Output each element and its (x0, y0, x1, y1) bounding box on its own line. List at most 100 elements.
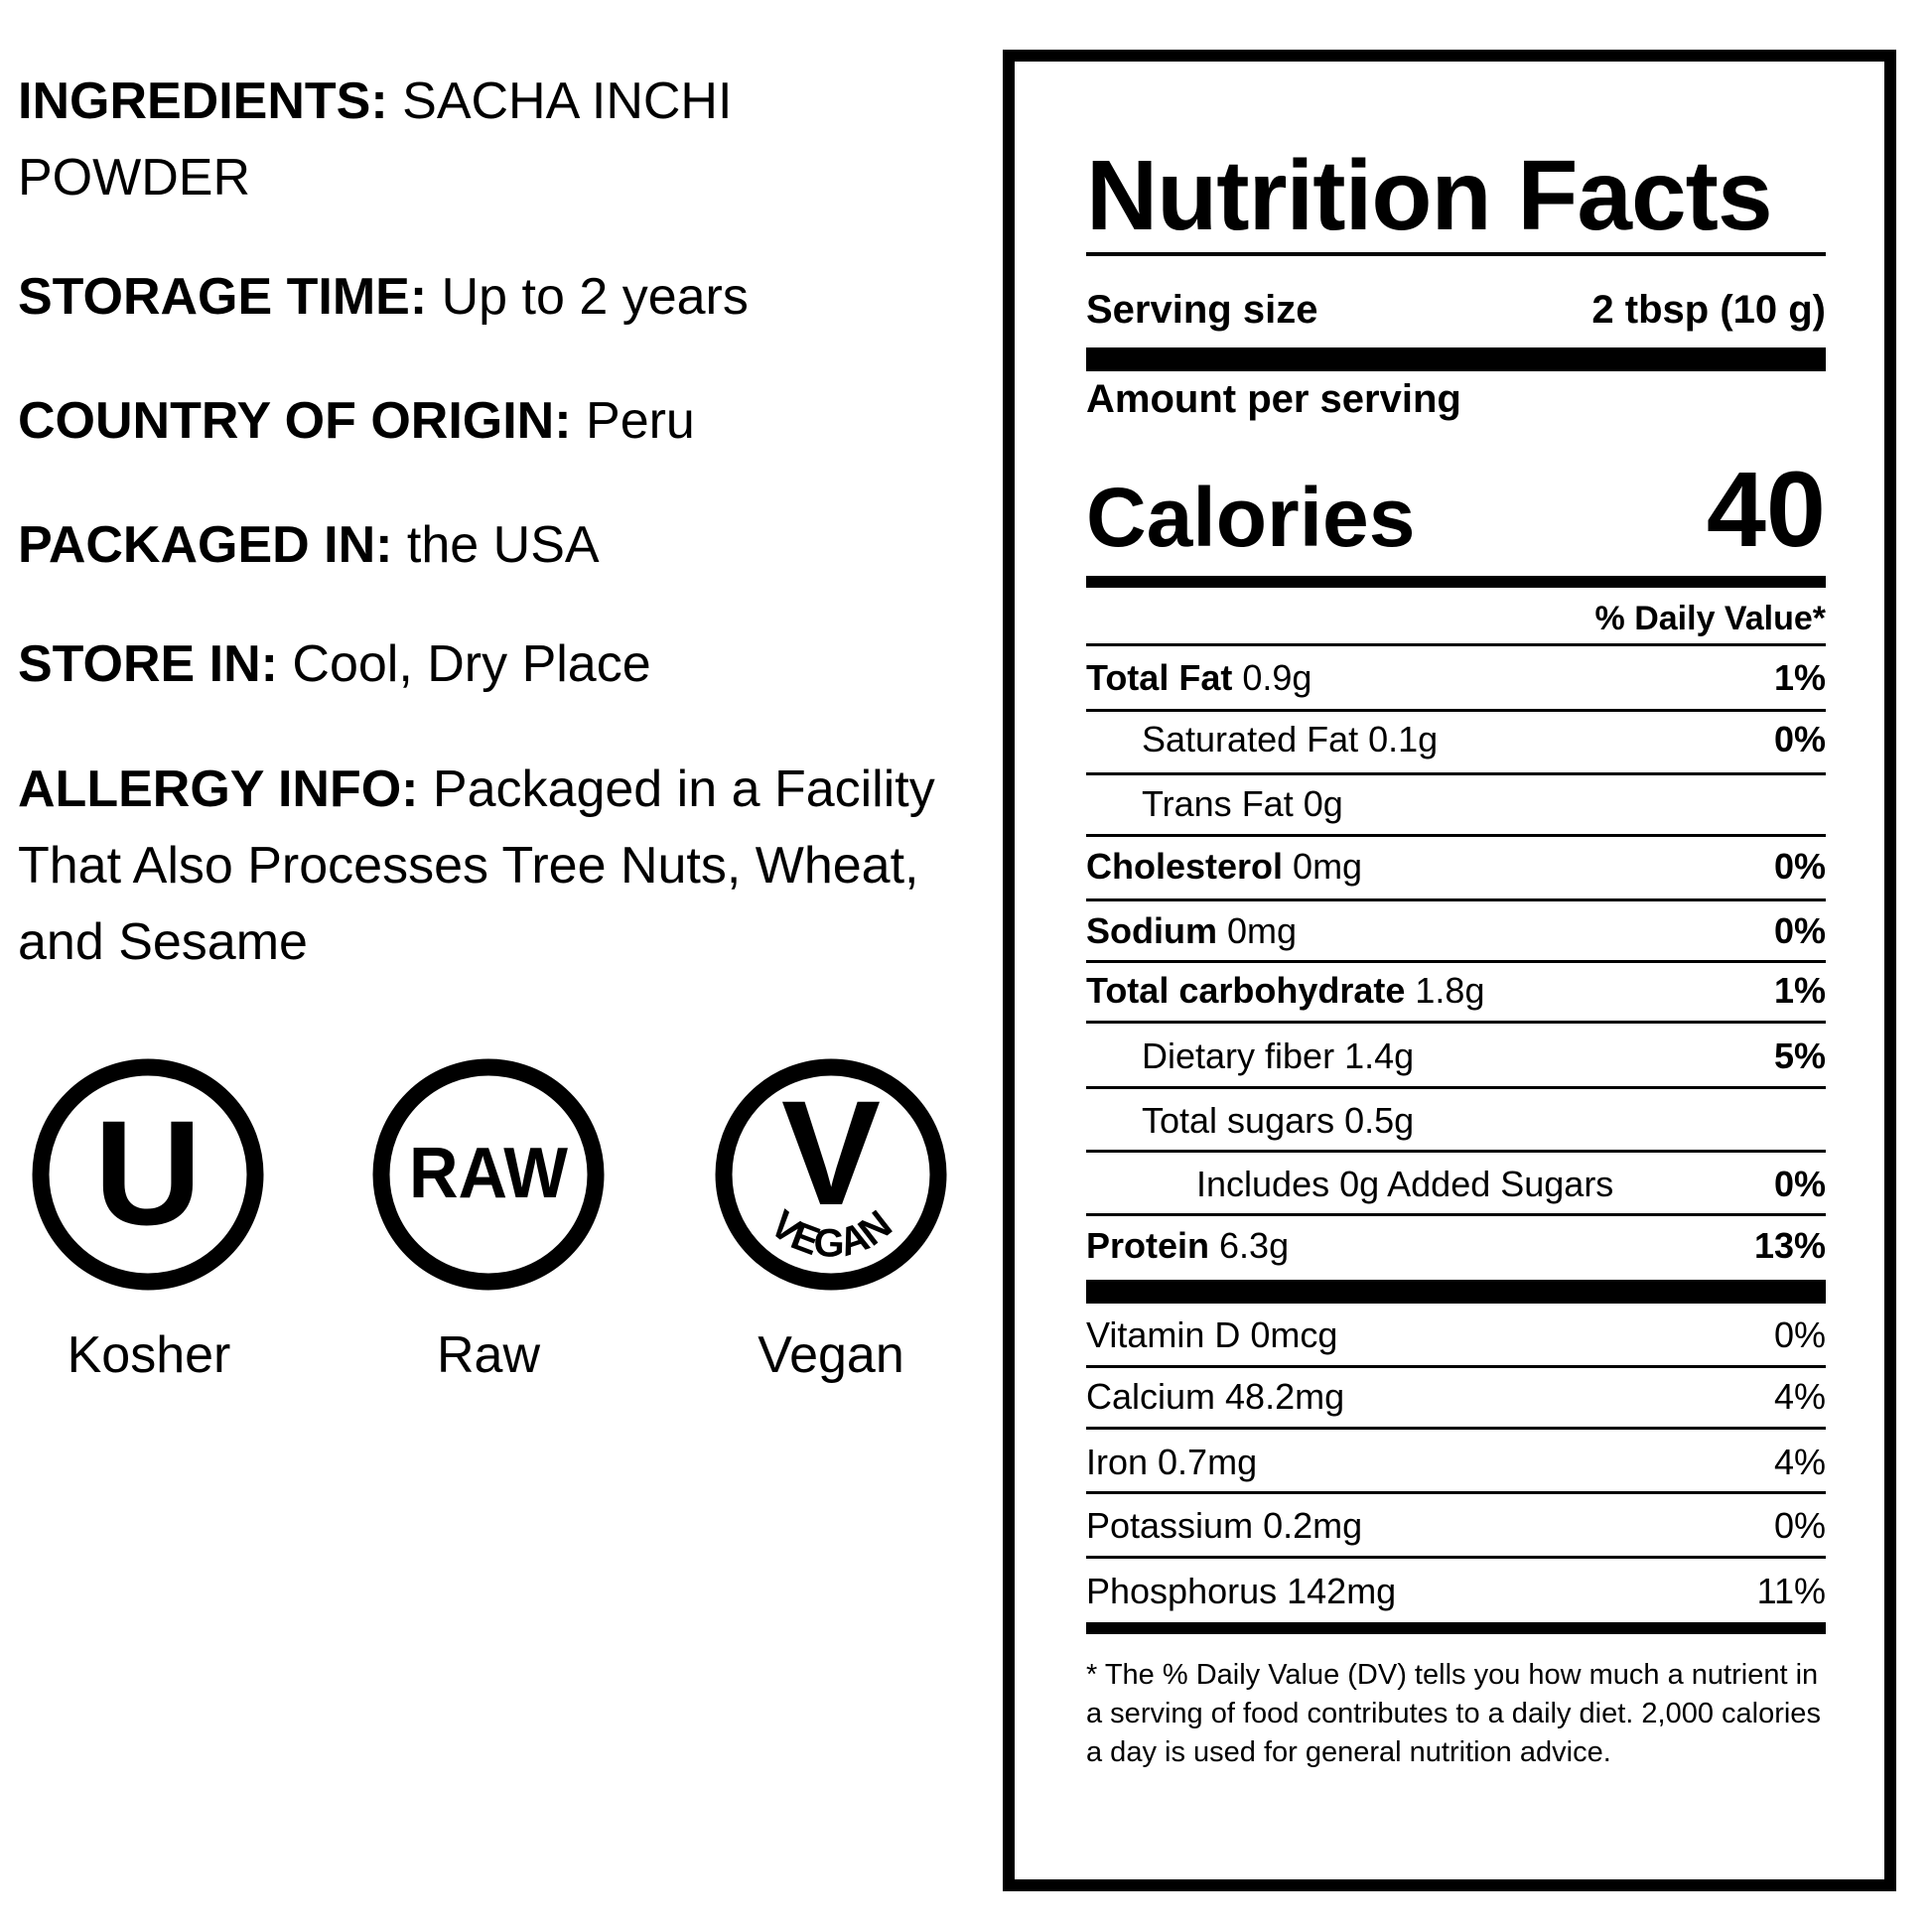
storage-value: Up to 2 years (427, 268, 749, 326)
serving-size-row: Serving size 2 tbsp (10 g) (1086, 288, 1826, 333)
nutrient-dv: 1% (1773, 970, 1826, 1011)
storage-line: STORAGE TIME: Up to 2 years (18, 259, 749, 336)
rule-thin (1086, 772, 1826, 775)
nutrient-name: Dietary fiber 1.4g (1142, 1035, 1415, 1076)
rule-thick (1086, 1280, 1826, 1304)
nutrient-row-dietary-fiber: Dietary fiber 1.4g 5% (1086, 1035, 1826, 1077)
store-label: STORE IN: (18, 635, 278, 693)
rule-thin (1086, 643, 1826, 646)
nutrient-name: Includes 0g Added Sugars (1196, 1164, 1614, 1204)
rule-thin (1086, 1086, 1826, 1089)
vitamin-name: Vitamin D 0mcg (1086, 1314, 1338, 1355)
nutrient-name: Total sugars 0.5g (1142, 1100, 1415, 1141)
origin-line: COUNTRY OF ORIGIN: Peru (18, 383, 695, 460)
calories-value: 40 (1706, 449, 1826, 569)
allergy-value: Packaged in a Facility That Also Process… (18, 760, 935, 971)
nutrient-name: Total Fat (1086, 657, 1233, 698)
origin-label: COUNTRY OF ORIGIN: (18, 392, 572, 450)
nutrition-facts-panel: Nutrition Facts Serving size 2 tbsp (10 … (1003, 50, 1896, 1891)
nutrient-dv: 0% (1773, 846, 1826, 887)
rule-thin (1086, 1021, 1826, 1024)
raw-symbol: RAW (409, 1134, 568, 1213)
packaged-label: PACKAGED IN: (18, 516, 393, 574)
storage-label: STORAGE TIME: (18, 268, 428, 326)
vitamin-dv: 0% (1773, 1505, 1826, 1546)
vitamin-dv: 4% (1773, 1442, 1826, 1482)
allergy-line: ALLERGY INFO: Packaged in a Facility Tha… (18, 752, 991, 981)
ingredients-label: INGREDIENTS: (18, 72, 388, 130)
rule-medium (1086, 576, 1826, 588)
rule-medium (1086, 1622, 1826, 1634)
nutrient-amount: 1.8g (1405, 970, 1485, 1011)
rule-thin (1086, 1427, 1826, 1430)
rule-thin (1086, 960, 1826, 963)
nutrient-dv: 0% (1773, 910, 1826, 951)
amount-per-serving-row: Amount per serving (1086, 377, 1826, 422)
kosher-label: Kosher (67, 1326, 231, 1384)
vitamin-name: Iron 0.7mg (1086, 1442, 1258, 1482)
packaged-value: the USA (392, 516, 600, 574)
vitamin-row-calcium: Calcium 48.2mg 4% (1086, 1376, 1826, 1418)
packaged-line: PACKAGED IN: the USA (18, 507, 600, 584)
nutrient-row-total-carbohydrate: Total carbohydrate 1.8g 1% (1086, 970, 1826, 1012)
nutrient-row-cholesterol: Cholesterol 0mg 0% (1086, 846, 1826, 888)
rule-thin (1086, 1556, 1826, 1559)
store-line: STORE IN: Cool, Dry Place (18, 626, 651, 703)
nutrient-name: Protein (1086, 1225, 1210, 1266)
daily-value-footnote: * The % Daily Value (DV) tells you how m… (1086, 1659, 1821, 1768)
vitamin-dv: 4% (1773, 1376, 1826, 1417)
raw-icon: RAW (372, 1058, 605, 1291)
vitamin-name: Phosphorus 142mg (1086, 1571, 1397, 1611)
rule-thin (1086, 1491, 1826, 1494)
nutrient-dv: 0% (1773, 719, 1826, 759)
nutrient-name: Total carbohydrate (1086, 970, 1406, 1011)
nutrient-dv: 13% (1753, 1225, 1826, 1266)
nutrient-row-protein: Protein 6.3g 13% (1086, 1225, 1826, 1267)
raw-label: Raw (436, 1326, 541, 1384)
nutrient-dv: 5% (1773, 1035, 1826, 1076)
origin-value: Peru (571, 392, 695, 450)
vitamin-row-potassium: Potassium 0.2mg 0% (1086, 1505, 1826, 1547)
rule-thin (1086, 709, 1826, 712)
kosher-u-icon: U (32, 1058, 264, 1291)
nutrient-row-sodium: Sodium 0mg 0% (1086, 910, 1826, 952)
ingredients-value: SACHA INCHI POWDER (18, 72, 733, 207)
nutrient-amount: 0mg (1283, 846, 1363, 887)
nutrient-amount: 0.9g (1232, 657, 1312, 698)
kosher-symbol: U (94, 1089, 202, 1256)
vegan-symbol: V (781, 1069, 881, 1236)
serving-value: 2 tbsp (10 g) (1591, 288, 1826, 332)
vegan-icon: V VEGAN (715, 1058, 947, 1291)
nutrient-dv: 0% (1773, 1164, 1826, 1204)
nutrient-row-added-sugars: Includes 0g Added Sugars 0% (1086, 1164, 1826, 1205)
daily-value-label: % Daily Value* (1594, 600, 1826, 637)
daily-value-header: % Daily Value* (1086, 600, 1826, 638)
rule-thin (1086, 1150, 1826, 1153)
rule-thin (1086, 1213, 1826, 1216)
nutrient-dv: 1% (1773, 657, 1826, 698)
vitamin-row-vitamin-d: Vitamin D 0mcg 0% (1086, 1314, 1826, 1356)
rule-thick (1086, 347, 1826, 371)
serving-label: Serving size (1086, 288, 1318, 332)
rule-thin (1086, 1365, 1826, 1368)
store-value: Cool, Dry Place (277, 635, 651, 693)
nutrient-amount: 6.3g (1209, 1225, 1290, 1266)
vitamin-name: Calcium 48.2mg (1086, 1376, 1345, 1417)
calories-label: Calories (1086, 471, 1416, 564)
rule-thin (1086, 252, 1826, 256)
nutrient-name: Sodium (1086, 910, 1217, 951)
allergy-label: ALLERGY INFO: (18, 760, 419, 818)
rule-thin (1086, 898, 1826, 901)
nutrient-row-saturated-fat: Saturated Fat 0.1g 0% (1086, 719, 1826, 760)
nutrient-row-total-fat: Total Fat 0.9g 1% (1086, 657, 1826, 699)
nutrition-title: Nutrition Facts (1086, 140, 1773, 251)
ingredients-line: INGREDIENTS: SACHA INCHI POWDER (18, 64, 832, 216)
nutrient-name: Cholesterol (1086, 846, 1284, 887)
vegan-label: Vegan (758, 1326, 904, 1384)
vitamin-name: Potassium 0.2mg (1086, 1505, 1363, 1546)
amount-per-serving: Amount per serving (1086, 377, 1461, 421)
nutrient-row-total-sugars: Total sugars 0.5g (1086, 1100, 1826, 1142)
vitamin-dv: 11% (1756, 1571, 1826, 1611)
nutrient-name: Saturated Fat 0.1g (1142, 719, 1439, 759)
nutrient-amount: 0mg (1217, 910, 1298, 951)
